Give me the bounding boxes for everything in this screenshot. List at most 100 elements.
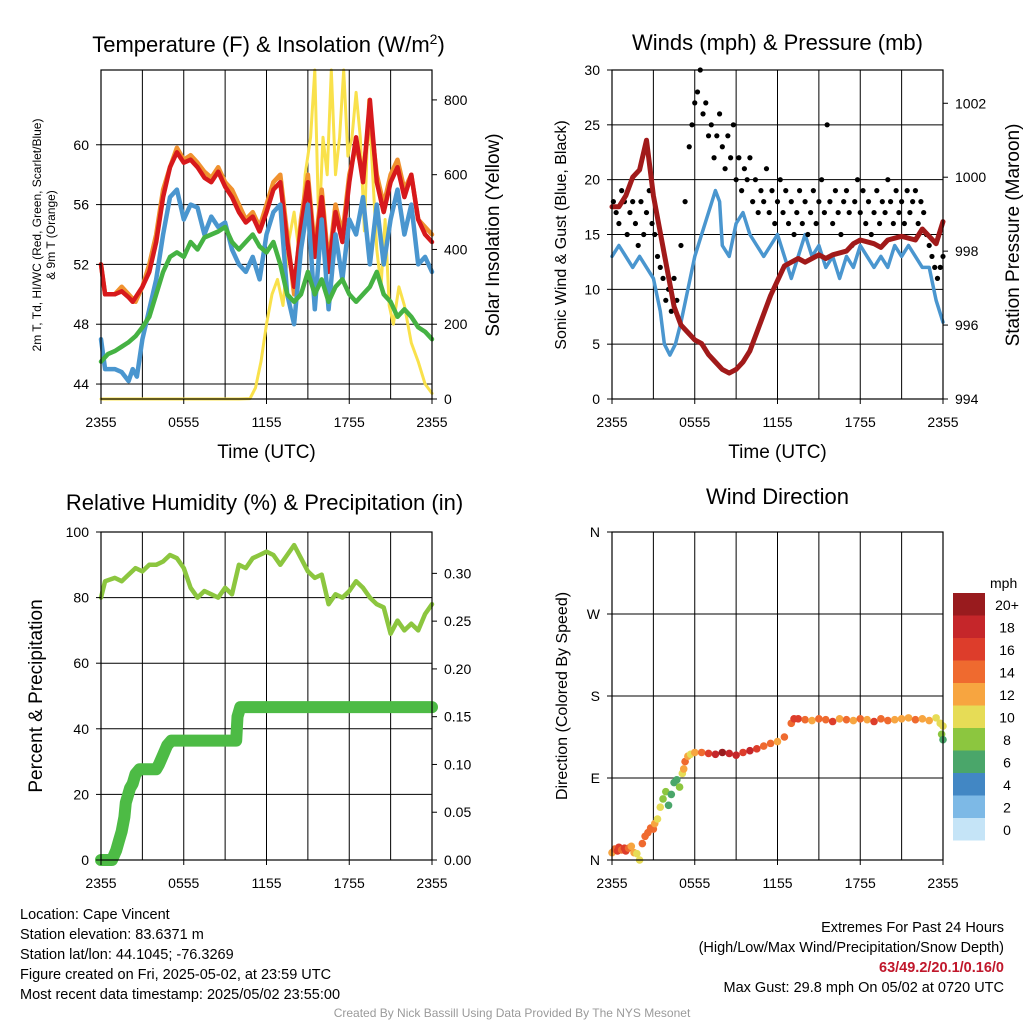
wind-gust-point-70	[808, 209, 814, 216]
colorbar-swatch-3	[953, 660, 985, 683]
wind-gust-point-29	[694, 89, 701, 95]
rh-xtick-label-3: 1755	[334, 875, 365, 891]
wind-ytick-label-6: 30	[584, 62, 600, 78]
wind-gust-point-28	[692, 100, 698, 106]
direction-point-41	[753, 745, 761, 753]
direction-title: Wind Direction	[706, 484, 849, 509]
direction-point-58	[863, 715, 871, 724]
direction-ytick-label-1: E	[591, 770, 600, 786]
temp-ytick-label-4: 60	[73, 137, 89, 153]
wind-gust-point-68	[802, 199, 808, 205]
wind-gust-point-115	[932, 264, 938, 270]
wind-gust-point-102	[896, 209, 902, 216]
wind-gust-point-53	[761, 199, 767, 205]
temp-y2tick-label-2: 400	[444, 241, 468, 257]
temp-ylabel-line1: 2m T, Td, HI/WC (Red, Green, Scarlet/Blu…	[30, 119, 44, 352]
wind-gust-point-108	[912, 188, 919, 194]
wind-gust-point-9	[635, 242, 641, 249]
wind-gust-point-49	[750, 199, 756, 205]
direction-xtick-label-4: 2355	[927, 875, 958, 891]
direction-point-51	[815, 714, 823, 723]
temp-series-green	[98, 224, 435, 364]
wind-ytick-label-4: 20	[584, 172, 600, 188]
rh-ytick-label-3: 60	[73, 655, 89, 671]
wind-gust-point-71	[810, 188, 816, 194]
colorbar-swatch-7	[953, 750, 985, 773]
direction-ytick-label-3: W	[587, 606, 601, 622]
wind-gust-point-14	[649, 220, 655, 227]
wind-gust-point-33	[705, 133, 712, 139]
recent-timestamp: Most recent data timestamp: 2025/05/02 2…	[20, 987, 341, 1003]
station-latlon: Station lat/lon: 44.1045; -76.3269	[20, 947, 234, 963]
wind-ytick-label-5: 25	[584, 117, 600, 133]
temp-series-yellow	[99, 68, 434, 401]
wind-gust-point-93	[871, 209, 877, 216]
wind-gust-point-69	[805, 231, 811, 238]
direction-point-53	[828, 717, 837, 726]
direction-point-50	[808, 716, 816, 725]
direction-point-22	[664, 801, 673, 810]
rh-ytick-label-5: 100	[66, 524, 90, 540]
wind-y2tick-label-2: 998	[955, 243, 979, 259]
wind-ytick-label-3: 15	[584, 227, 600, 243]
direction-point-19	[656, 803, 665, 811]
direction-point-42	[759, 742, 768, 750]
direction-point-8	[627, 842, 636, 851]
direction-point-56	[849, 716, 858, 725]
direction-point-44	[773, 737, 782, 746]
temp-ytick-label-3: 56	[73, 197, 89, 213]
temp-xtick-label-2: 1155	[251, 414, 281, 430]
wind-gust-point-37	[716, 111, 723, 117]
wind-gust-point-75	[821, 209, 827, 216]
wind-ytick-label-1: 5	[592, 336, 600, 352]
temp-ytick-label-2: 52	[73, 256, 89, 272]
extremes-title: Extremes For Past 24 Hours	[821, 920, 1004, 936]
wind-gust-point-97	[882, 209, 888, 216]
rh-ytick-label-0: 0	[81, 852, 89, 868]
colorbar-label-6: 8	[1003, 732, 1011, 748]
wind-gust-point-80	[835, 209, 841, 216]
rh-xtick-label-4: 2355	[416, 875, 447, 891]
wind-y2tick-label-0: 994	[955, 391, 979, 407]
wind-gust-point-86	[852, 199, 858, 205]
direction-point-64	[904, 714, 913, 722]
wind-gust-point-103	[899, 199, 905, 205]
wind-gust-point-35	[711, 155, 717, 161]
wind-gust-point-65	[794, 209, 800, 216]
station-location: Location: Cape Vincent	[20, 907, 170, 923]
rh-title: Relative Humidity (%) & Precipitation (i…	[66, 490, 463, 515]
wind-gust-point-88	[857, 209, 863, 216]
direction-point-45	[780, 733, 789, 741]
extremes-values: 63/49.2/20.1/0.16/0	[879, 960, 1004, 976]
wind-gust-point-99	[887, 199, 894, 205]
wind-gust-point-11	[641, 231, 647, 238]
wind-gust-point-111	[921, 209, 927, 216]
rh-xtick-label-1: 0555	[168, 875, 199, 891]
direction-point-18	[653, 815, 662, 823]
direction-point-33	[697, 748, 706, 757]
wind-gust-point-2	[616, 220, 622, 227]
temp-title: Temperature (F) & Insolation (W/m2)	[92, 31, 445, 57]
direction-xtick-label-1: 0555	[679, 875, 710, 891]
temp-ylabel-line2: & 9m T (Orange)	[44, 190, 58, 280]
wind-gust-point-66	[796, 188, 803, 194]
credit-line: Created By Nick Bassill Using Data Provi…	[333, 1006, 691, 1020]
colorbar-label-0: 20+	[995, 597, 1019, 613]
max-gust: Max Gust: 29.8 mph On 05/02 at 0720 UTC	[723, 980, 1004, 996]
direction-point-66	[918, 714, 927, 723]
direction-point-65	[911, 715, 920, 724]
rh-xtick-label-2: 1155	[251, 875, 281, 891]
wind-gust-point-95	[876, 220, 883, 227]
temp-series-blue	[98, 187, 435, 384]
wind-gust-point-59	[777, 177, 783, 183]
direction-point-34	[704, 749, 713, 758]
wind-gust-point-104	[901, 220, 907, 227]
wind-gust-point-110	[918, 199, 924, 205]
wind-gust-point-56	[769, 188, 775, 194]
direction-point-32	[690, 748, 699, 757]
wind-gust-point-25	[682, 199, 688, 205]
direction-point-20	[659, 795, 667, 803]
rh-y2tick-label-0: 0.00	[444, 852, 471, 868]
wind-gust-point-18	[660, 275, 666, 281]
